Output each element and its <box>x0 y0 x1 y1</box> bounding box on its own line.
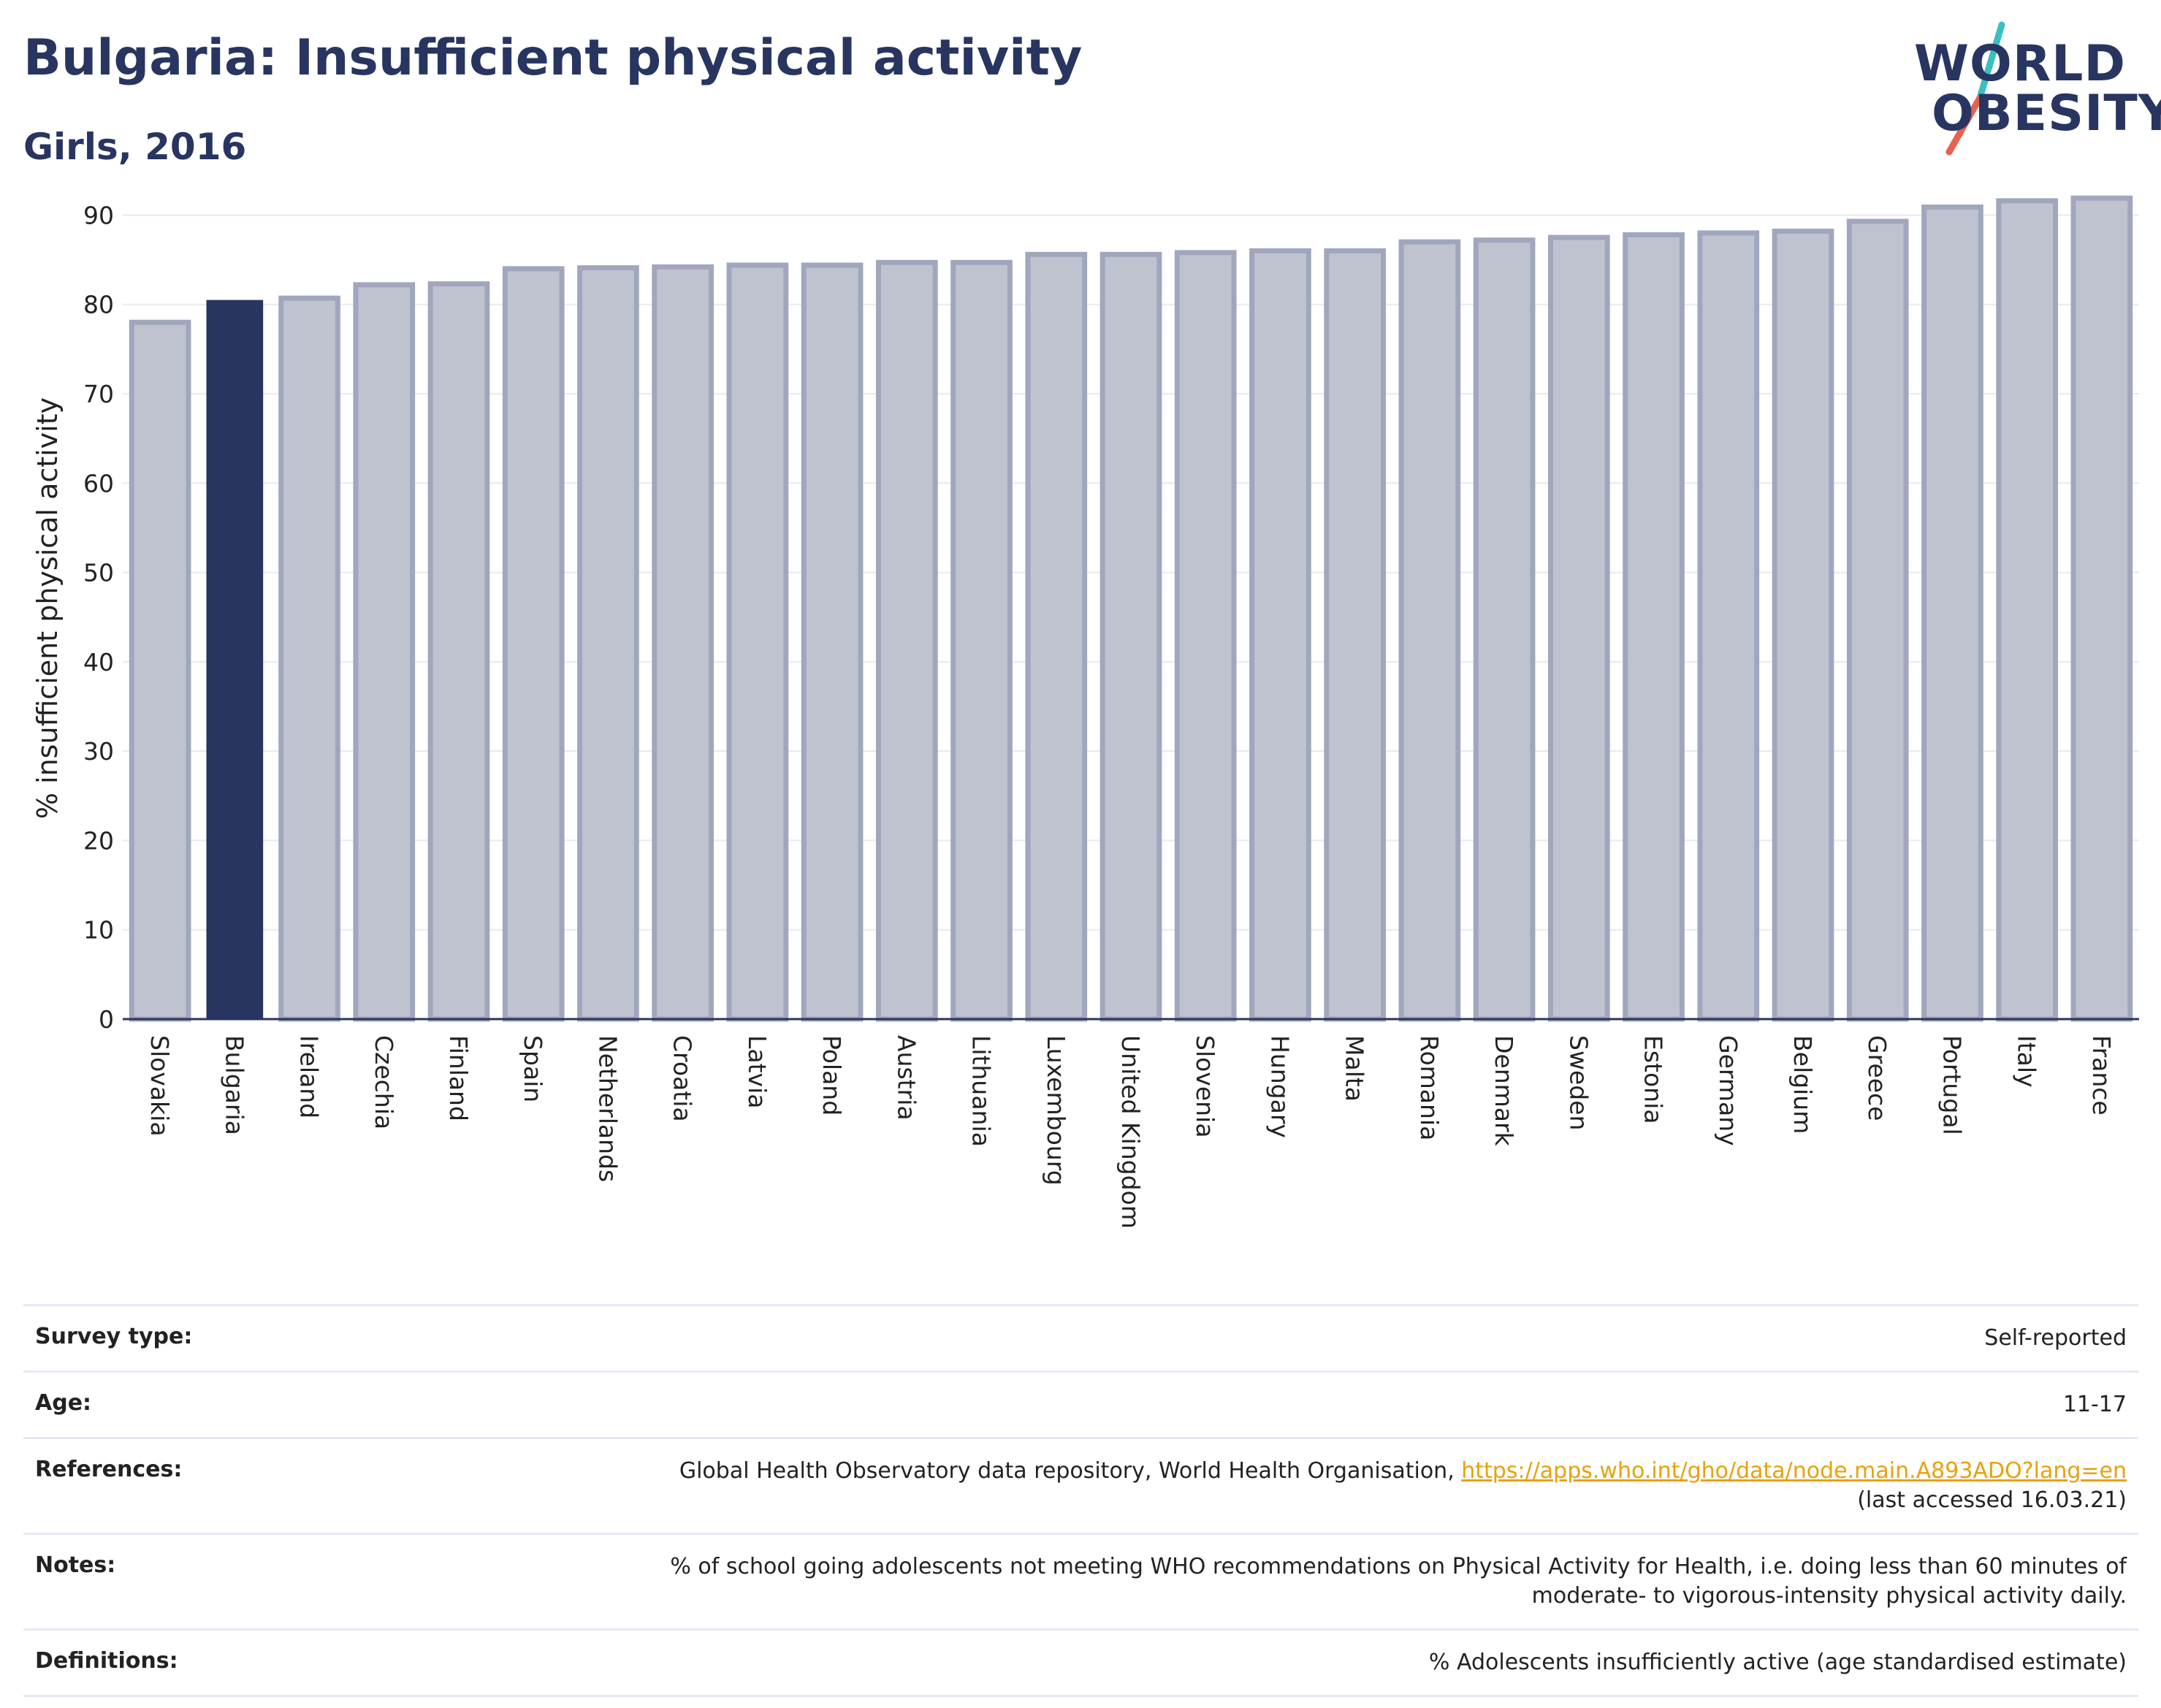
x-tick-label: Belgium <box>1788 1035 1817 1134</box>
x-tick-label: Croatia <box>668 1035 697 1122</box>
bar-poland <box>801 262 864 1022</box>
y-tick-label: 20 <box>83 826 114 855</box>
x-tick-label: Finland <box>444 1035 473 1121</box>
bar-latvia <box>726 262 789 1022</box>
x-tick-label: Netherlands <box>593 1035 622 1182</box>
bar-italy <box>1996 198 2059 1022</box>
bar-belgium <box>1772 228 1834 1022</box>
bar-croatia <box>652 264 714 1022</box>
x-tick-label: Austria <box>892 1035 921 1121</box>
notes-label: Notes: <box>35 1552 116 1578</box>
x-tick-label: Germany <box>1714 1035 1742 1146</box>
definitions-value: % Adolescents insufficiently active (age… <box>1428 1650 2127 1675</box>
x-tick-label: Romania <box>1415 1035 1444 1140</box>
y-tick-label: 70 <box>83 380 114 408</box>
x-tick-label: Bulgaria <box>220 1035 248 1135</box>
bar-bulgaria <box>206 300 264 1019</box>
x-tick-label: Luxembourg <box>1042 1035 1070 1186</box>
bar-hungary <box>1249 248 1311 1022</box>
x-tick-label: France <box>2087 1035 2116 1116</box>
world-obesity-logo: WORLD OBESITY <box>1899 19 2161 158</box>
survey-type-label: Survey type: <box>35 1324 193 1349</box>
x-tick-label: Denmark <box>1490 1035 1518 1147</box>
chart-title: Bulgaria: Insufficient physical activity <box>23 29 1083 87</box>
x-tick-label: Slovakia <box>145 1035 174 1137</box>
x-tick-label: Slovenia <box>1191 1035 1219 1137</box>
x-tick-label: Greece <box>1863 1035 1891 1121</box>
bar-luxembourg <box>1025 251 1088 1022</box>
y-tick-label: 50 <box>83 559 114 587</box>
bar-estonia <box>1623 232 1685 1022</box>
bar-greece <box>1846 218 1909 1022</box>
bar-france <box>2070 195 2133 1022</box>
x-tick-label: Spain <box>519 1035 547 1102</box>
info-row-age: Age: 11-17 <box>23 1370 2138 1437</box>
x-tick-label: Portugal <box>1937 1035 1966 1135</box>
references-suffix: (last accessed 16.03.21) <box>1857 1487 2127 1513</box>
y-tick-label: 80 <box>83 291 114 319</box>
bar-chart: 0 10 20 30 40 50 60 70 80 90 Slovakia Bulgaria Irel… <box>31 195 2139 1229</box>
info-table: Survey type: Self-reported Age: 11-17 Re… <box>23 1304 2138 1697</box>
x-tick-label: Malta <box>1341 1035 1369 1102</box>
bar-lithuania <box>950 259 1013 1022</box>
bar-ireland <box>278 295 340 1022</box>
info-row-survey-type: Survey type: Self-reported <box>23 1304 2138 1370</box>
bar-slovenia <box>1174 250 1237 1022</box>
survey-type-value: Self-reported <box>1984 1325 2127 1351</box>
y-tick-label: 30 <box>83 737 114 766</box>
x-tick-label: Latvia <box>743 1035 771 1108</box>
x-tick-label: Czechia <box>370 1035 398 1129</box>
x-tick-label: Hungary <box>1265 1035 1294 1138</box>
bar-malta <box>1324 248 1387 1022</box>
bar-denmark <box>1473 237 1536 1022</box>
bar-romania <box>1398 239 1461 1022</box>
y-tick-label: 60 <box>83 469 114 497</box>
x-tick-label: Poland <box>817 1035 846 1116</box>
info-row-notes: Notes: % of school going adolescents not… <box>23 1533 2138 1628</box>
bar-germany <box>1697 230 1760 1022</box>
bars <box>129 195 2133 1022</box>
y-tick-label: 90 <box>83 201 114 229</box>
bar-united-kingdom <box>1099 251 1162 1022</box>
logo-slash-icon <box>1945 21 2005 156</box>
chart-subtitle: Girls, 2016 <box>23 126 247 168</box>
x-tick-label: Ireland <box>295 1035 324 1118</box>
age-value: 11-17 <box>2062 1392 2127 1417</box>
info-row-definitions: Definitions: % Adolescents insufficientl… <box>23 1628 2138 1697</box>
definitions-label: Definitions: <box>35 1648 178 1674</box>
bar-slovakia <box>129 319 191 1022</box>
x-axis-labels: Slovakia Bulgaria Ireland Czechia Finland Spa… <box>145 1035 2116 1229</box>
age-label: Age: <box>35 1390 92 1416</box>
notes-value: % of school going adolescents not meetin… <box>670 1552 2127 1611</box>
references-link[interactable]: https://apps.who.int/gho/data/node.main.… <box>1461 1458 2127 1484</box>
y-tick-label: 40 <box>83 648 114 676</box>
bar-finland <box>427 281 490 1022</box>
logo-text-obesity: OBESITY <box>1932 85 2161 142</box>
x-tick-label: United Kingdom <box>1116 1035 1145 1229</box>
x-tick-label: Sweden <box>1564 1035 1593 1130</box>
bar-netherlands <box>577 265 639 1022</box>
bar-spain <box>502 266 565 1022</box>
references-text: Global Health Observatory data repositor… <box>679 1458 1462 1484</box>
references-label: References: <box>35 1457 183 1482</box>
logo-text-world: WORLD <box>1914 35 2126 93</box>
notes-line-2: moderate- to vigorous-intensity physical… <box>1531 1583 2127 1609</box>
info-row-references: References: Global Health Observatory da… <box>23 1437 2138 1533</box>
y-axis-ticks: 0 10 20 30 40 50 60 70 80 90 <box>83 201 114 1034</box>
x-tick-label: Estonia <box>1639 1035 1668 1124</box>
bar-austria <box>875 259 938 1022</box>
y-tick-label: 10 <box>83 916 114 945</box>
notes-line-1: % of school going adolescents not meetin… <box>670 1554 2127 1579</box>
bar-sweden <box>1547 235 1610 1022</box>
references-value: Global Health Observatory data repositor… <box>679 1457 2127 1515</box>
bar-portugal <box>1921 204 1983 1022</box>
x-tick-label: Italy <box>2013 1035 2041 1088</box>
bar-czechia <box>353 282 416 1022</box>
x-tick-label: Lithuania <box>967 1035 996 1147</box>
y-tick-label: 0 <box>99 1005 114 1034</box>
y-axis-title: % insufficient physical activity <box>31 397 64 819</box>
